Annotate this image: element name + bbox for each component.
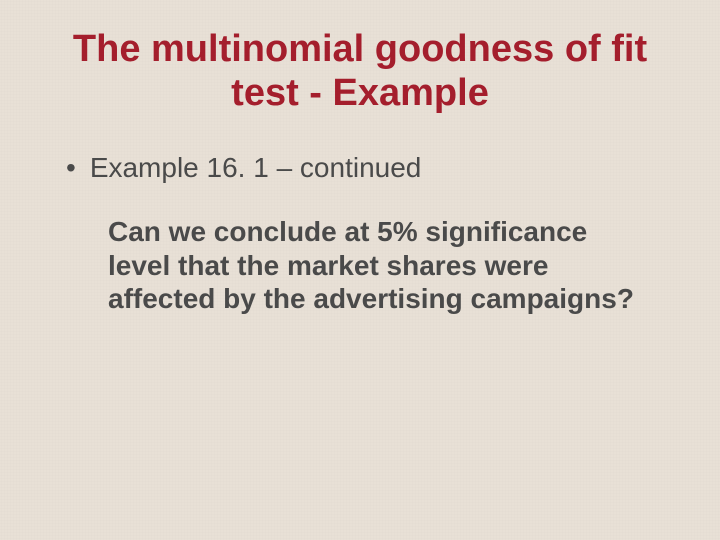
- body-paragraph: Can we conclude at 5% significance level…: [50, 215, 670, 316]
- slide-title: The multinomial goodness of fit test - E…: [50, 28, 670, 115]
- bullet-item: • Example 16. 1 – continued: [50, 151, 670, 185]
- bullet-marker-icon: •: [66, 151, 76, 185]
- bullet-text: Example 16. 1 – continued: [90, 151, 422, 185]
- title-line-1: The multinomial goodness of fit: [73, 28, 647, 70]
- slide-container: The multinomial goodness of fit test - E…: [0, 0, 720, 540]
- title-line-2: test - Example: [231, 72, 489, 114]
